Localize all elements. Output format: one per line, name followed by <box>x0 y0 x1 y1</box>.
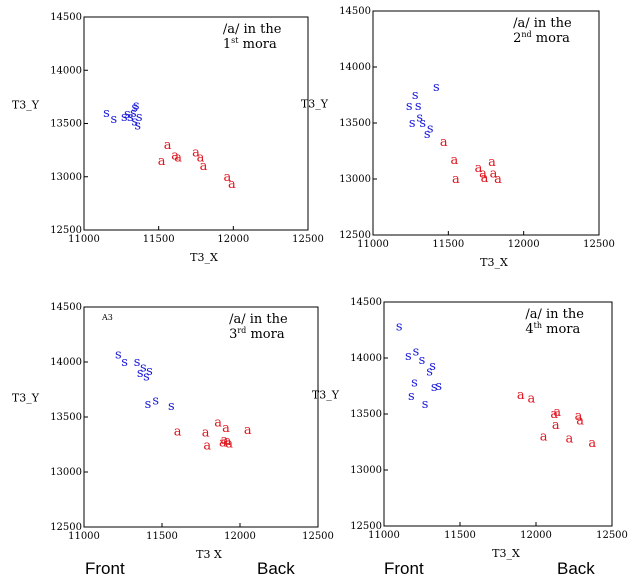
y-tick-label: 14000 <box>339 62 371 73</box>
data-point-a: a <box>540 429 548 444</box>
x-tick-label: 11500 <box>146 531 178 542</box>
y-tick-label: 13500 <box>339 118 371 129</box>
annotation-line-2: 3rd mora <box>229 326 285 342</box>
x-tick-label: 11500 <box>444 530 476 541</box>
x-tick-label: 11500 <box>432 239 464 250</box>
scatter-panel-2: 11000 11500 12000 12500 12500 13000 13500 14000… <box>301 6 615 269</box>
y-tick-label: 12500 <box>50 225 82 236</box>
data-point-a: a <box>481 171 489 186</box>
data-point-a: a <box>200 159 208 174</box>
data-point-s: s <box>427 122 434 137</box>
y-tick-label: 12500 <box>339 230 371 241</box>
footer-back-right: Back <box>557 559 595 578</box>
x-tick-label: 12500 <box>596 530 628 541</box>
y-axis-label: T3_Y <box>12 392 40 405</box>
data-point-a: a <box>450 153 458 168</box>
data-point-s: s <box>433 80 440 95</box>
data-point-a: a <box>174 424 182 439</box>
data-point-a: a <box>158 154 166 169</box>
data-point-a: a <box>225 436 233 451</box>
data-point-a: a <box>552 418 560 433</box>
x-tick-label: 12500 <box>583 239 615 250</box>
data-point-a: a <box>214 416 222 431</box>
data-point-a: a <box>517 388 525 403</box>
annotation-line-2: 4th mora <box>525 321 580 337</box>
x-axis-label: T3_X <box>190 251 218 264</box>
data-point-a: a <box>528 391 536 406</box>
data-point-s: s <box>429 359 436 374</box>
y-tick-label: 13500 <box>350 409 382 420</box>
x-tick-label: 12500 <box>302 531 334 542</box>
y-axis-label: T3_Y <box>312 388 340 401</box>
footer-back-left: Back <box>257 559 295 578</box>
data-point-s: s <box>121 355 128 370</box>
data-point-s: s <box>409 116 416 131</box>
y-tick-label: 14500 <box>50 302 82 313</box>
y-tick-label: 13000 <box>339 174 371 185</box>
x-tick-label: 12500 <box>292 234 324 245</box>
x-tick-label: 12000 <box>224 531 256 542</box>
y-tick-label: 13000 <box>50 467 82 478</box>
y-tick-label: 14000 <box>50 65 82 76</box>
x-axis-label: T3_X <box>480 256 508 269</box>
y-axis-label: T3_Y <box>12 99 40 112</box>
data-point-a: a <box>576 414 584 429</box>
x-tick-label: 12000 <box>520 530 552 541</box>
x-axis-label: T3_X <box>492 547 520 560</box>
x-tick-label: 11500 <box>143 234 175 245</box>
data-point-a: a <box>588 436 596 451</box>
y-tick-label: 14500 <box>50 12 82 23</box>
data-point-s: s <box>103 106 110 121</box>
y-axis-label: T3_Y <box>301 97 329 110</box>
y-tick-label: 13000 <box>50 172 82 183</box>
annotation-line-1: /a/ in the <box>525 307 584 322</box>
data-point-a: a <box>174 151 182 166</box>
y-tick-label: 12500 <box>350 521 382 532</box>
annotation-line-2: 1st mora <box>223 36 277 52</box>
data-point-s: s <box>422 397 429 412</box>
data-point-s: s <box>146 364 153 379</box>
data-point-a: a <box>244 423 252 438</box>
x-tick-label: 12000 <box>508 239 540 250</box>
x-axis-label: T3 X <box>196 548 222 561</box>
annotation-line-1: /a/ in the <box>229 312 288 327</box>
data-point-a: a <box>452 172 460 187</box>
y-tick-label: 12500 <box>50 522 82 533</box>
annotation-line-1: /a/ in the <box>513 16 572 31</box>
scatter-panel-1: 11000 11500 12000 12500 12500 13000 13500 14000… <box>12 12 324 264</box>
scatter-panel-4: 11000 11500 12000 12500 12500 13000 13500 14000… <box>312 297 628 560</box>
y-tick-label: 13000 <box>350 465 382 476</box>
data-point-s: s <box>411 376 418 391</box>
y-tick-label: 13500 <box>50 119 82 130</box>
y-tick-label: 14000 <box>350 353 382 364</box>
data-point-s: s <box>136 110 143 125</box>
data-point-a: a <box>494 172 502 187</box>
data-point-s: s <box>435 379 442 394</box>
data-point-s: s <box>111 112 118 127</box>
annotation-line-1: /a/ in the <box>223 22 282 37</box>
data-point-s: s <box>419 353 426 368</box>
data-point-s: s <box>405 349 412 364</box>
data-point-a: a <box>566 432 574 447</box>
data-point-s: s <box>168 399 175 414</box>
footer-front-left: Front <box>85 559 125 578</box>
data-point-s: s <box>152 394 159 409</box>
y-tick-label: 13500 <box>50 412 82 423</box>
data-point-a: a <box>440 135 448 150</box>
annotation-line-2: 2nd mora <box>513 30 570 46</box>
footer-front-right: Front <box>384 559 424 578</box>
scatter-panel-3: 11000 11500 12000 1250012500130001350014000… <box>12 302 334 561</box>
y-tick-label: 14500 <box>339 6 371 17</box>
y-tick-label: 14000 <box>50 357 82 368</box>
x-tick-label: 12000 <box>217 234 249 245</box>
data-point-s: s <box>145 397 152 412</box>
data-point-a: a <box>203 439 211 454</box>
data-point-a: a <box>228 177 236 192</box>
y-tick-label: 14500 <box>350 297 382 308</box>
corner-label: A3 <box>101 313 113 322</box>
data-point-s: s <box>408 389 415 404</box>
data-point-s: s <box>396 320 403 335</box>
data-point-a: a <box>553 405 561 420</box>
